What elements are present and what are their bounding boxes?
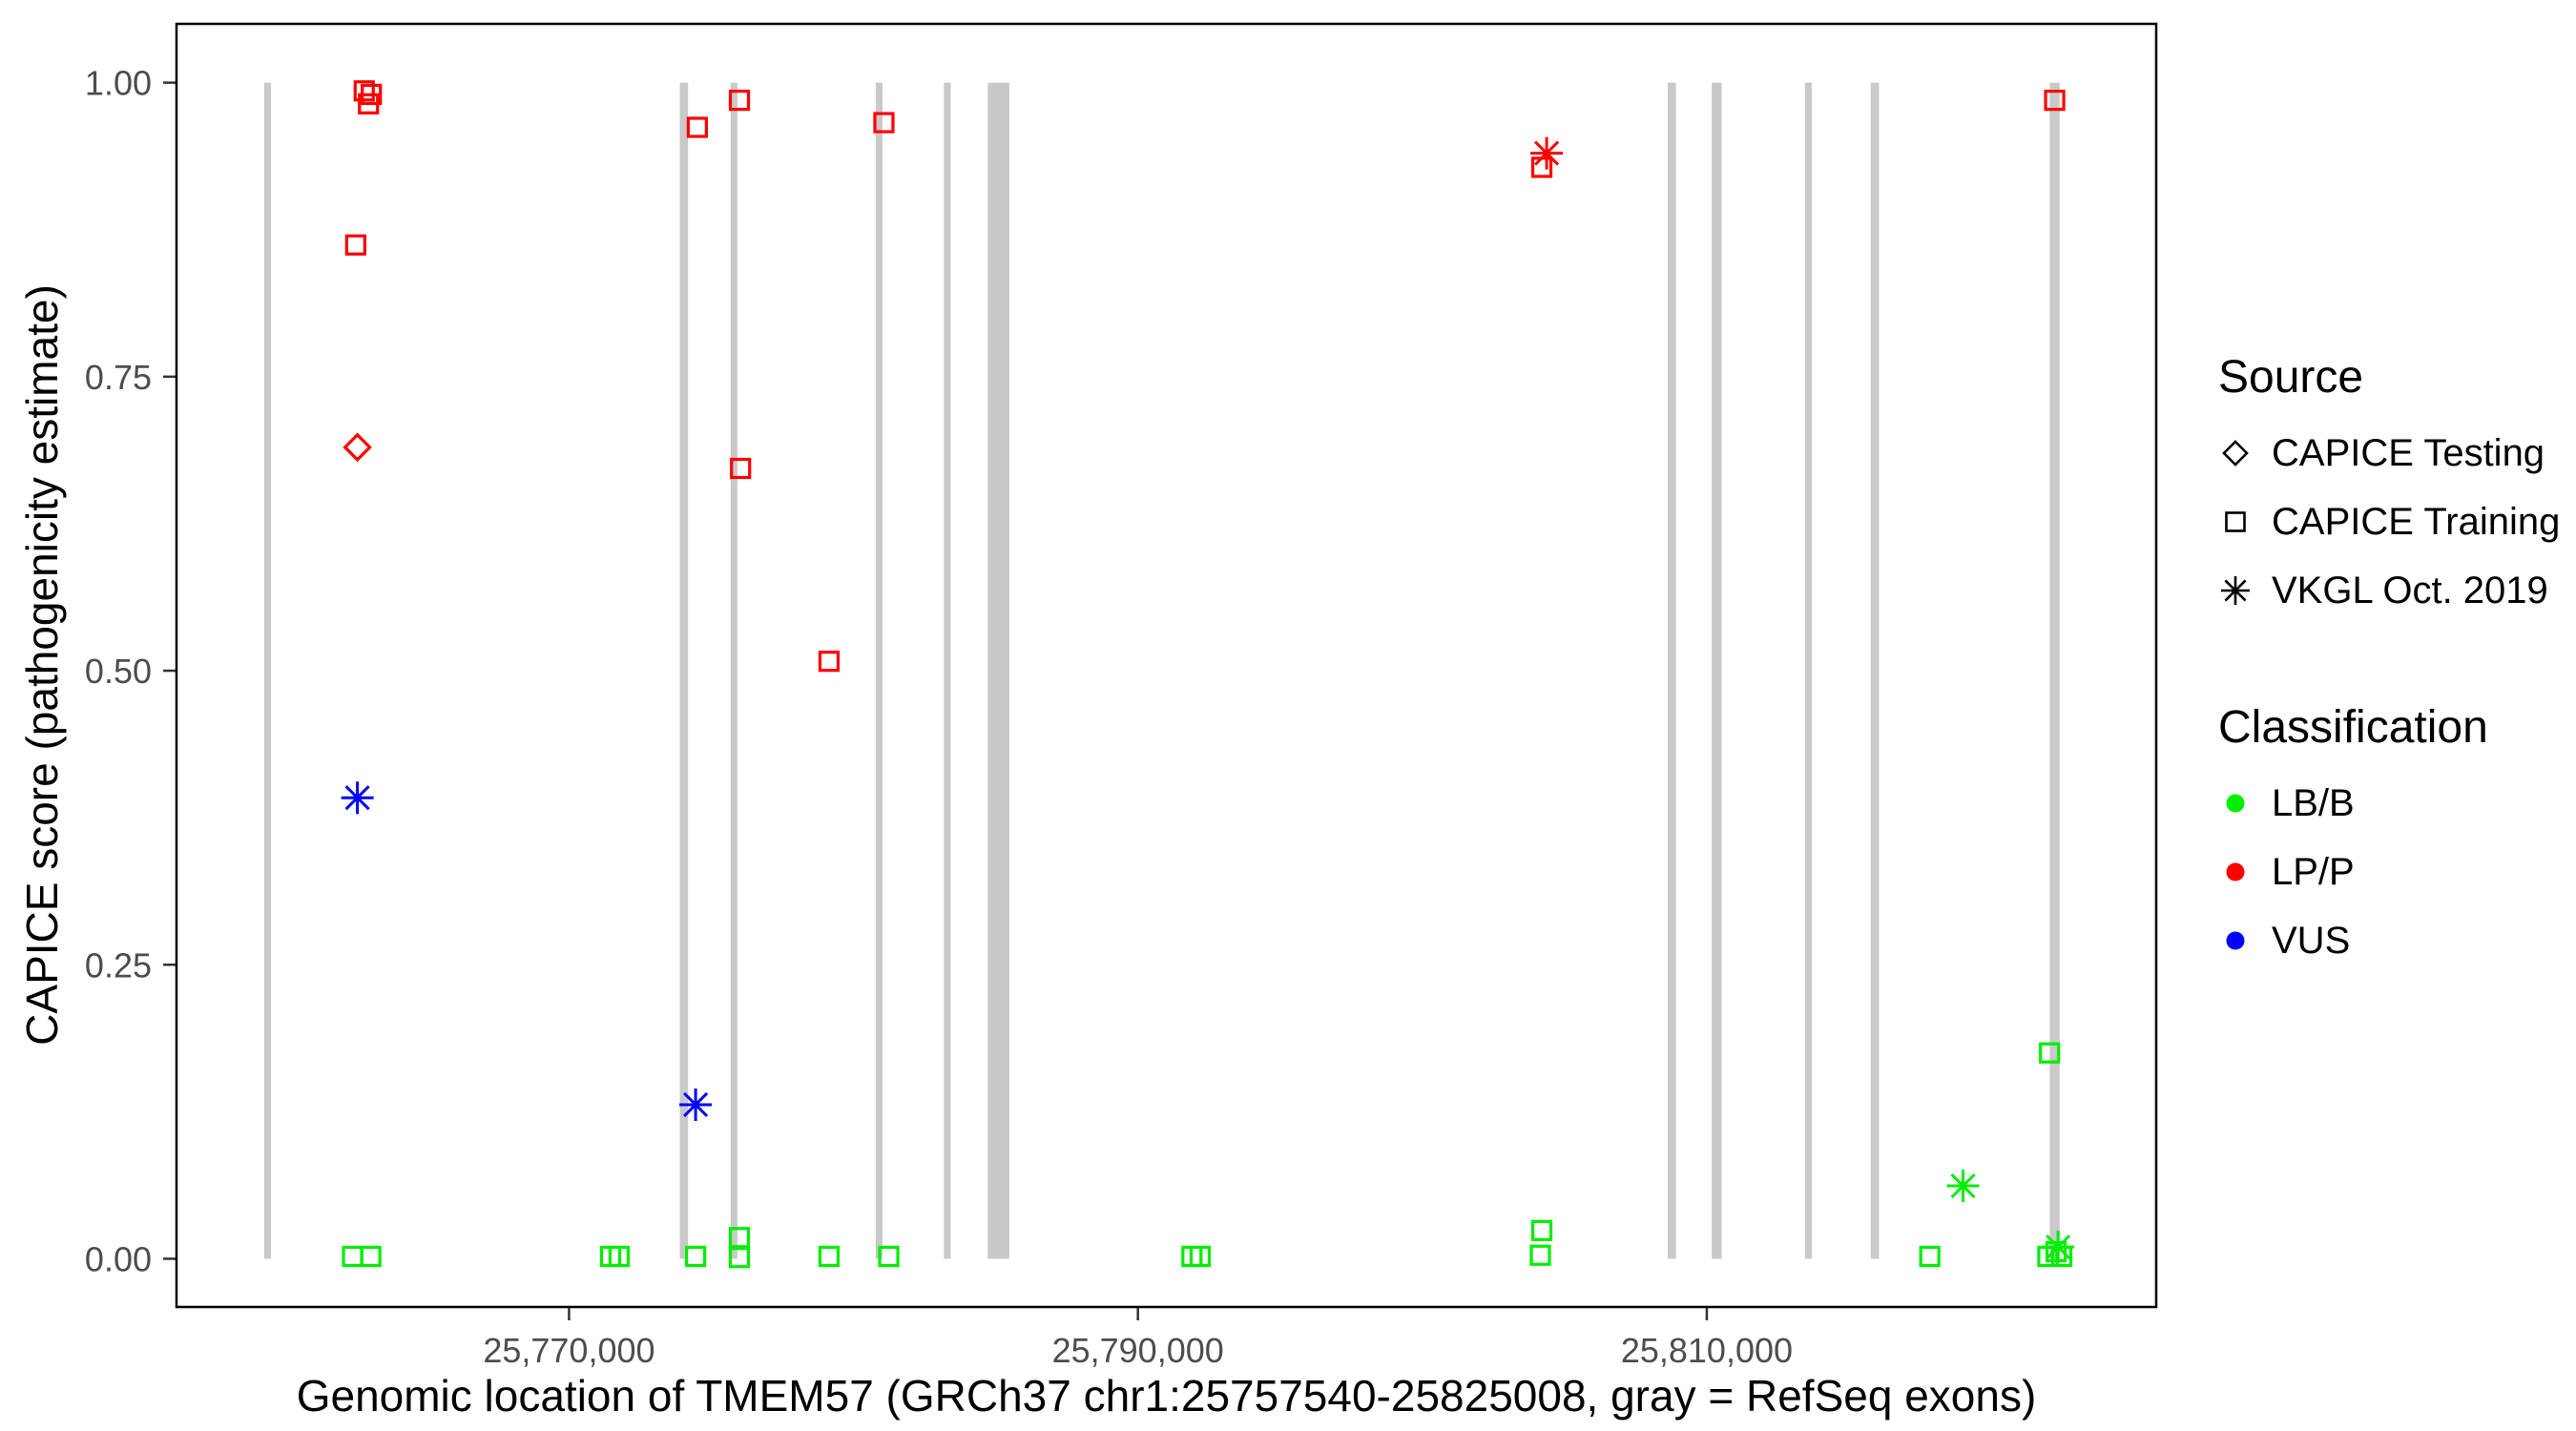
blue-dot-icon — [2226, 931, 2245, 950]
square-icon — [2225, 511, 2246, 532]
data-point-square — [684, 1245, 707, 1268]
y-tick-label: 1.00 — [85, 64, 152, 103]
data-point-square — [608, 1245, 630, 1268]
legend-title-classification: Classification — [2218, 702, 2488, 753]
data-point-asterisk — [679, 1088, 713, 1121]
y-tick-label: 0.50 — [85, 652, 152, 691]
legend-label-capice-training: CAPICE Training — [2272, 500, 2561, 543]
exon-bar — [875, 82, 883, 1259]
exon-bar — [2049, 82, 2060, 1259]
data-point-square — [342, 1245, 364, 1268]
legend-title-source: Source — [2218, 352, 2364, 403]
diamond-icon — [2222, 440, 2249, 467]
exon-bar — [263, 82, 271, 1259]
data-point-square — [818, 651, 841, 673]
exon-bar — [730, 82, 737, 1259]
data-point-square — [878, 1245, 900, 1268]
x-tick-label: 25,790,000 — [1052, 1331, 1224, 1370]
data-point-square — [1189, 1245, 1212, 1268]
legend-item-vus: VUS — [2218, 906, 2560, 975]
data-point-square — [730, 457, 752, 480]
x-tick-label: 25,770,000 — [483, 1331, 654, 1370]
y-axis-title: CAPICE score (pathogenicity estimate) — [17, 284, 67, 1046]
panel-border — [175, 22, 2158, 1309]
data-point-square — [1529, 1244, 1551, 1266]
exon-bar — [944, 82, 951, 1259]
data-point-square — [818, 1245, 841, 1268]
data-point-square — [686, 116, 708, 138]
data-point-square — [344, 234, 366, 256]
data-point-square — [353, 80, 375, 102]
data-point-asterisk — [1530, 136, 1564, 170]
legend-label-vkgl: VKGL Oct. 2019 — [2272, 569, 2548, 612]
data-point-square — [1530, 1219, 1553, 1241]
legend-label-capice-testing: CAPICE Testing — [2272, 431, 2545, 474]
exon-bar — [1712, 82, 1722, 1259]
data-point-asterisk — [2042, 1231, 2075, 1264]
data-point-square — [360, 1245, 382, 1268]
data-point-square — [1530, 156, 1553, 178]
legend-label-lbb: LB/B — [2272, 781, 2355, 824]
y-tick-label: 0.75 — [85, 358, 152, 397]
data-point-square — [1919, 1245, 1941, 1268]
data-point-square — [358, 93, 380, 114]
data-point-square — [2044, 90, 2066, 112]
data-point-asterisk — [1946, 1170, 1980, 1203]
exon-bar — [1804, 82, 1812, 1259]
data-point-square — [873, 112, 895, 134]
data-point-square — [728, 1227, 751, 1249]
legend-item-capice-training: CAPICE Training — [2218, 487, 2560, 556]
exon-bar — [1870, 82, 1880, 1259]
data-point-square — [728, 1247, 751, 1269]
exon-bar — [987, 82, 1009, 1259]
legend-item-lpp: LP/P — [2218, 838, 2560, 906]
legend: Source CAPICE Testing CAPICE Training VK… — [2218, 351, 2560, 975]
red-dot-icon — [2226, 862, 2245, 881]
x-tick-label: 25,810,000 — [1621, 1331, 1793, 1370]
data-point-diamond — [343, 432, 372, 463]
y-tick-label: 0.25 — [85, 945, 152, 985]
data-point-square — [2039, 1042, 2061, 1064]
exon-bar — [1667, 82, 1676, 1259]
legend-item-vkgl: VKGL Oct. 2019 — [2218, 556, 2560, 625]
data-point-square — [728, 90, 751, 112]
asterisk-icon — [2221, 576, 2250, 605]
green-dot-icon — [2226, 794, 2245, 813]
data-point-square — [2045, 1240, 2067, 1263]
legend-item-capice-testing: CAPICE Testing — [2218, 419, 2560, 487]
x-axis-title: Genomic location of TMEM57 (GRCh37 chr1:… — [296, 1371, 2037, 1421]
legend-label-lpp: LP/P — [2272, 850, 2355, 893]
legend-label-vus: VUS — [2272, 919, 2351, 962]
legend-item-lbb: LB/B — [2218, 769, 2560, 838]
data-point-asterisk — [341, 781, 374, 815]
legend-group-classification: Classification LB/B LP/P VUS — [2218, 701, 2560, 975]
exon-bar — [679, 82, 689, 1259]
legend-group-source: Source CAPICE Testing CAPICE Training VK… — [2218, 351, 2560, 625]
y-tick-label: 0.00 — [85, 1239, 152, 1278]
